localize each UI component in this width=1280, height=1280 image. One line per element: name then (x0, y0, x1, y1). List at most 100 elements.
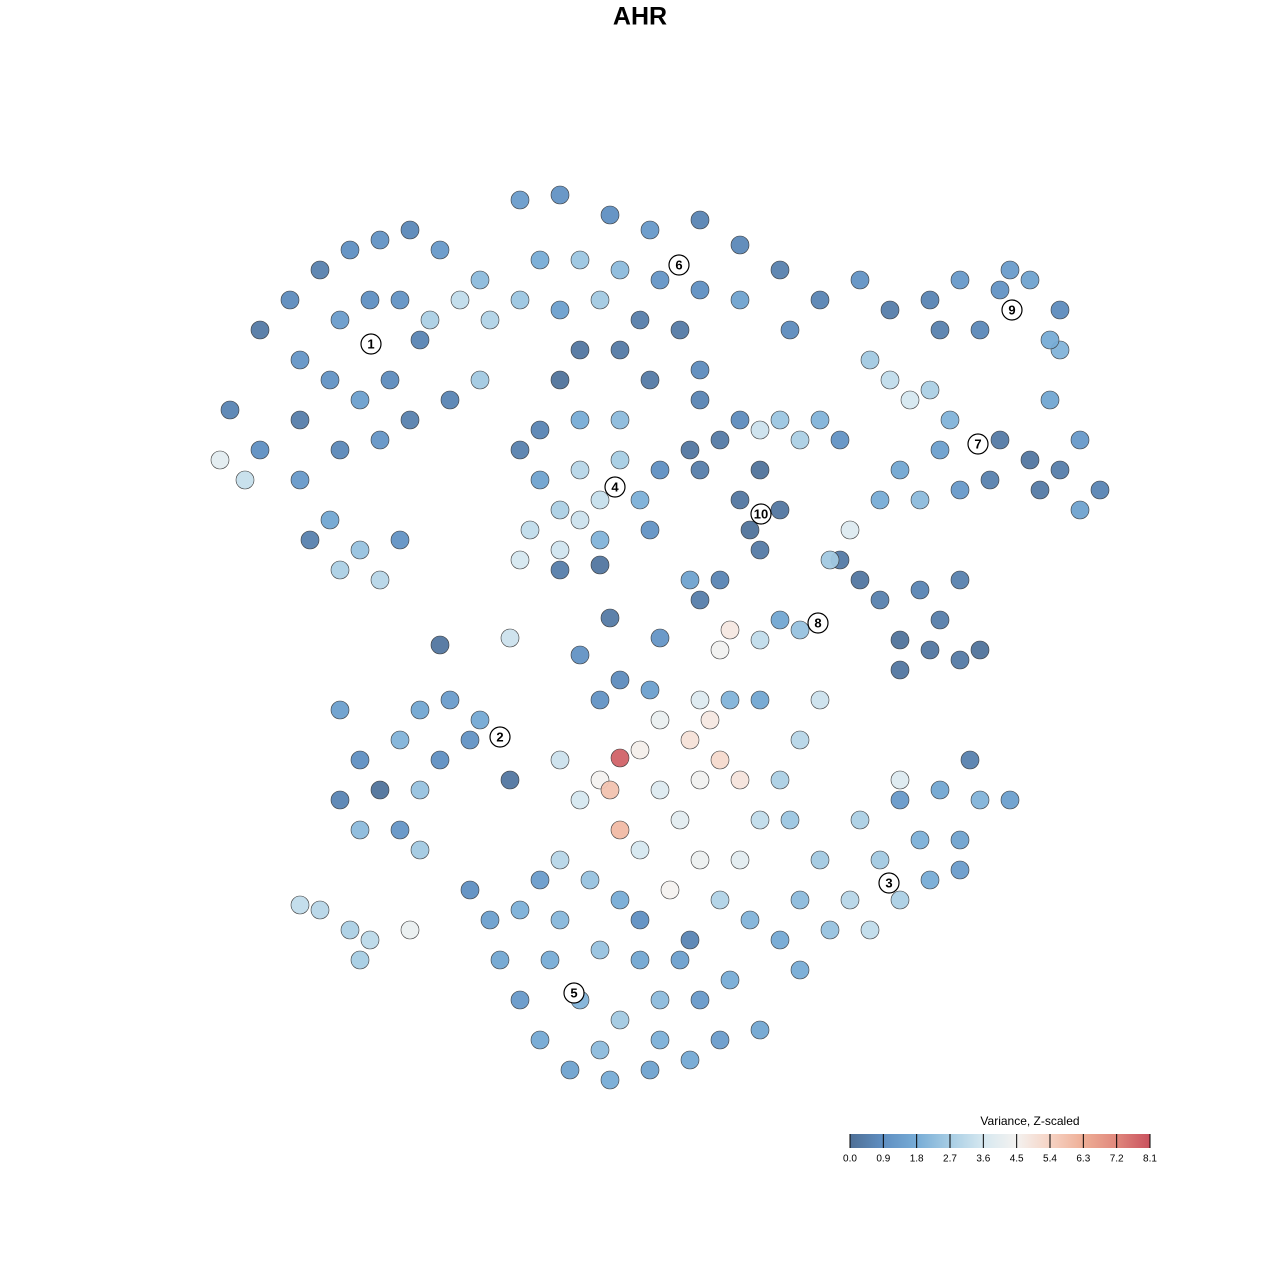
point (720, 970, 740, 990)
point (610, 670, 630, 690)
point (650, 460, 670, 480)
point (680, 1050, 700, 1070)
point (770, 500, 790, 520)
point (600, 205, 620, 225)
point (440, 690, 460, 710)
point (1020, 270, 1040, 290)
point (610, 820, 630, 840)
point (550, 850, 570, 870)
point (570, 460, 590, 480)
point (510, 550, 530, 570)
point (250, 320, 270, 340)
point (860, 920, 880, 940)
point (310, 900, 330, 920)
point (670, 810, 690, 830)
point (640, 680, 660, 700)
point (360, 290, 380, 310)
point (290, 410, 310, 430)
point (1020, 450, 1040, 470)
point (920, 290, 940, 310)
point (820, 550, 840, 570)
point (530, 870, 550, 890)
point (510, 990, 530, 1010)
point (880, 370, 900, 390)
point (580, 870, 600, 890)
point (750, 690, 770, 710)
colorbar-title: Variance, Z-scaled (980, 1114, 1079, 1128)
point (650, 990, 670, 1010)
point (730, 290, 750, 310)
point (710, 1030, 730, 1050)
point (910, 490, 930, 510)
point (840, 890, 860, 910)
point (410, 700, 430, 720)
point (900, 390, 920, 410)
cluster-badge (807, 612, 829, 634)
point (1070, 500, 1090, 520)
point (330, 310, 350, 330)
point (710, 750, 730, 770)
colorbar-tick-label: 5.4 (1043, 1154, 1057, 1165)
point (600, 1070, 620, 1090)
point (720, 620, 740, 640)
cluster-label: 5 (570, 985, 577, 1000)
cluster-label: 9 (1008, 302, 1015, 317)
point (530, 470, 550, 490)
point (590, 530, 610, 550)
point (370, 430, 390, 450)
point (930, 780, 950, 800)
point (940, 410, 960, 430)
point (550, 370, 570, 390)
point (350, 820, 370, 840)
point (630, 840, 650, 860)
point (970, 640, 990, 660)
point (1040, 390, 1060, 410)
point (740, 910, 760, 930)
point (390, 290, 410, 310)
point (750, 810, 770, 830)
colorbar-tick-label: 3.6 (976, 1154, 990, 1165)
point (850, 270, 870, 290)
point (410, 330, 430, 350)
point (950, 830, 970, 850)
point (870, 490, 890, 510)
point (790, 890, 810, 910)
point (460, 880, 480, 900)
point (720, 690, 740, 710)
point (690, 210, 710, 230)
cluster-badge (563, 982, 585, 1004)
point (610, 340, 630, 360)
point (730, 850, 750, 870)
point (380, 370, 400, 390)
point (730, 770, 750, 790)
point (510, 440, 530, 460)
point (350, 750, 370, 770)
point (550, 910, 570, 930)
point (510, 190, 530, 210)
point (1090, 480, 1110, 500)
point (670, 320, 690, 340)
point (820, 920, 840, 940)
point (870, 590, 890, 610)
colorbar-tick-label: 2.7 (943, 1154, 957, 1165)
point (680, 570, 700, 590)
point (290, 350, 310, 370)
point (430, 750, 450, 770)
point (650, 270, 670, 290)
point (690, 690, 710, 710)
point (310, 260, 330, 280)
point (750, 630, 770, 650)
point (670, 950, 690, 970)
point (750, 1020, 770, 1040)
point (420, 310, 440, 330)
point (450, 290, 470, 310)
colorbar: Variance, Z-scaled 0.0 0.9 1.8 2.7 3.6 4.5 5.4… (843, 1114, 1157, 1164)
point (290, 470, 310, 490)
point (610, 450, 630, 470)
cluster-badge (604, 476, 626, 498)
point (610, 748, 630, 768)
cluster-label: 3 (885, 875, 892, 890)
cluster-label: 2 (496, 729, 503, 744)
point (390, 730, 410, 750)
